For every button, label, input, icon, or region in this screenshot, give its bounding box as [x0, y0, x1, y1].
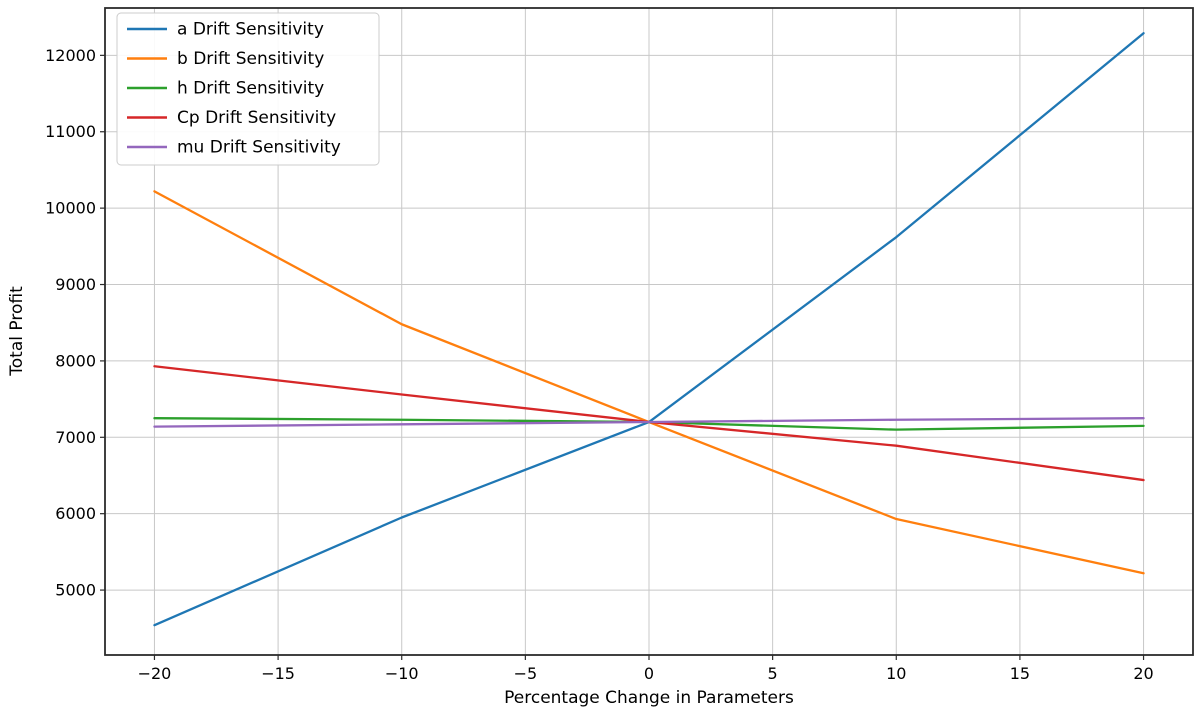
x-axis-label: Percentage Change in Parameters: [504, 688, 794, 708]
series-line-mu: [153, 417, 1145, 428]
y-tick-label: 7000: [55, 428, 96, 447]
legend-label: Cp Drift Sensitivity: [177, 108, 336, 128]
x-tick-label: −10: [385, 664, 419, 683]
x-tick-label: 5: [768, 664, 778, 683]
grid-layer: [105, 8, 1193, 655]
x-tick-label: 10: [886, 664, 906, 683]
x-tick-label: −15: [261, 664, 295, 683]
x-tick-label: 20: [1133, 664, 1153, 683]
legend-label: a Drift Sensitivity: [177, 20, 324, 40]
x-tick-label: −20: [138, 664, 172, 683]
legend-label: b Drift Sensitivity: [177, 49, 324, 69]
y-tick-label: 8000: [55, 351, 96, 370]
x-tick-label: 15: [1010, 664, 1030, 683]
y-tick-label: 11000: [45, 122, 96, 141]
legend: a Drift Sensitivity b Drift Sensitivity h …: [116, 12, 380, 166]
y-tick-label: 10000: [45, 199, 96, 218]
legend-box: [116, 12, 380, 166]
legend-label: mu Drift Sensitivity: [177, 138, 341, 158]
x-tick-label: −5: [514, 664, 538, 683]
y-tick-label: 12000: [45, 46, 96, 65]
y-axis-label: Total Profit: [7, 286, 27, 377]
y-tick-label: 5000: [55, 581, 96, 600]
y-tick-label: 9000: [55, 275, 96, 294]
legend-label: h Drift Sensitivity: [177, 79, 324, 99]
x-tick-label: 0: [644, 664, 654, 683]
series-layer: [153, 32, 1145, 627]
axes-layer: −20 −15 −10 −5 0 5 10 15 20 5000 6000 7000 8000 9000 1…: [45, 7, 1194, 683]
y-tick-label: 6000: [55, 504, 96, 523]
